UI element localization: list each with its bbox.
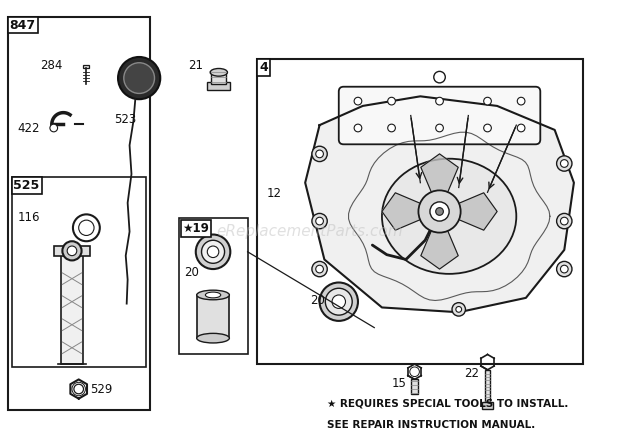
Circle shape xyxy=(456,306,462,312)
Text: 21: 21 xyxy=(188,59,203,72)
Text: 284: 284 xyxy=(40,59,63,72)
Polygon shape xyxy=(382,193,440,230)
Ellipse shape xyxy=(197,290,229,300)
Circle shape xyxy=(79,220,94,235)
Circle shape xyxy=(418,190,461,233)
Circle shape xyxy=(354,97,362,105)
Ellipse shape xyxy=(210,69,228,76)
Text: 422: 422 xyxy=(17,122,40,135)
Bar xyxy=(485,370,490,406)
Text: ★19: ★19 xyxy=(182,222,209,235)
Polygon shape xyxy=(421,211,458,269)
Circle shape xyxy=(434,71,445,83)
Circle shape xyxy=(436,124,443,132)
Text: SEE REPAIR INSTRUCTION MANUAL.: SEE REPAIR INSTRUCTION MANUAL. xyxy=(327,420,536,430)
Circle shape xyxy=(312,146,327,161)
Bar xyxy=(197,295,229,338)
Bar xyxy=(7,17,149,410)
Circle shape xyxy=(517,97,525,105)
Circle shape xyxy=(316,265,324,273)
Circle shape xyxy=(452,303,466,316)
Circle shape xyxy=(484,97,492,105)
Circle shape xyxy=(388,97,396,105)
Circle shape xyxy=(316,217,324,225)
Circle shape xyxy=(202,240,224,263)
Circle shape xyxy=(326,288,352,315)
Circle shape xyxy=(560,160,568,167)
Circle shape xyxy=(63,241,82,260)
Circle shape xyxy=(436,97,443,105)
Text: 116: 116 xyxy=(17,211,40,223)
Circle shape xyxy=(517,124,525,132)
Text: 20: 20 xyxy=(184,266,199,279)
Circle shape xyxy=(388,124,396,132)
Circle shape xyxy=(312,261,327,277)
Circle shape xyxy=(354,124,362,132)
Text: 15: 15 xyxy=(392,376,407,389)
FancyBboxPatch shape xyxy=(339,87,540,145)
Circle shape xyxy=(319,282,358,321)
Bar xyxy=(257,59,583,364)
Circle shape xyxy=(67,246,77,256)
Bar xyxy=(12,177,146,367)
Text: 4: 4 xyxy=(259,61,268,74)
Circle shape xyxy=(316,150,324,158)
Circle shape xyxy=(196,235,230,269)
Circle shape xyxy=(74,384,84,394)
Text: 20: 20 xyxy=(310,294,325,307)
Bar xyxy=(54,246,91,256)
Circle shape xyxy=(484,124,492,132)
Circle shape xyxy=(557,261,572,277)
Bar xyxy=(211,72,226,84)
Ellipse shape xyxy=(382,159,516,274)
Circle shape xyxy=(560,217,568,225)
Circle shape xyxy=(118,57,160,99)
Bar xyxy=(61,254,82,364)
Circle shape xyxy=(50,124,58,132)
Circle shape xyxy=(436,208,443,215)
Circle shape xyxy=(207,246,219,257)
Polygon shape xyxy=(440,193,497,230)
Text: eReplacementParts.com: eReplacementParts.com xyxy=(216,224,403,239)
Circle shape xyxy=(560,265,568,273)
Ellipse shape xyxy=(197,333,229,343)
Ellipse shape xyxy=(205,292,221,298)
Text: 523: 523 xyxy=(114,113,136,126)
Circle shape xyxy=(332,295,345,309)
Bar xyxy=(482,402,494,409)
Text: 525: 525 xyxy=(14,179,40,192)
Circle shape xyxy=(557,156,572,171)
Bar xyxy=(207,82,230,90)
Circle shape xyxy=(73,215,100,241)
Circle shape xyxy=(410,367,419,376)
Circle shape xyxy=(312,213,327,229)
Bar xyxy=(179,218,247,355)
Text: 529: 529 xyxy=(91,383,113,396)
Polygon shape xyxy=(421,154,458,211)
Circle shape xyxy=(557,213,572,229)
Polygon shape xyxy=(305,96,574,312)
Text: 12: 12 xyxy=(267,186,282,199)
Circle shape xyxy=(430,202,449,221)
Text: 847: 847 xyxy=(9,19,36,32)
Bar xyxy=(84,65,89,69)
Text: 22: 22 xyxy=(464,367,479,380)
Bar xyxy=(410,380,418,394)
Circle shape xyxy=(124,63,154,94)
Text: ★ REQUIRES SPECIAL TOOLS TO INSTALL.: ★ REQUIRES SPECIAL TOOLS TO INSTALL. xyxy=(327,398,569,409)
